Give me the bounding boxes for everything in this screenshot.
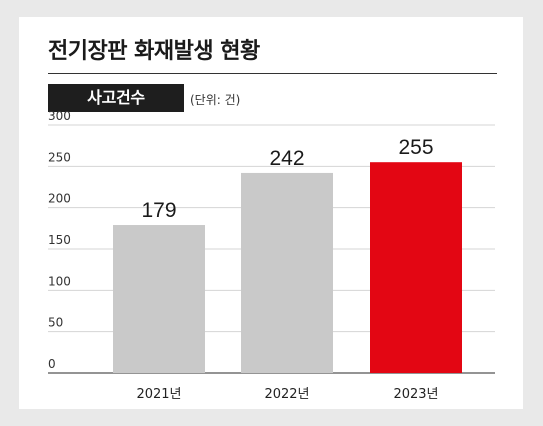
x-tick-label: 2021년	[136, 387, 181, 402]
bar	[370, 162, 462, 373]
data-label: 179	[141, 199, 176, 222]
y-tick-label: 100	[48, 274, 71, 288]
data-label: 242	[269, 147, 304, 170]
y-tick-label: 150	[48, 233, 71, 247]
y-tick-label: 200	[48, 192, 71, 206]
metric-badge: 사고건수	[48, 84, 184, 112]
bar-chart: 0 50 100 150 200 250 300 179 2021년 242 2022년 255 202…	[48, 109, 495, 402]
unit-label: (단위: 건)	[190, 93, 241, 107]
x-tick-label: 2023년	[393, 387, 438, 402]
y-tick-label: 250	[48, 150, 71, 164]
chart-card: 전기장판 화재발생 현황 사고건수 (단위: 건) 0 50 100 150 200 25…	[19, 17, 523, 409]
bar	[241, 172, 333, 373]
y-tick-label: 300	[48, 109, 71, 123]
data-label: 255	[398, 136, 433, 159]
x-tick-label: 2022년	[264, 387, 309, 402]
y-tick-label: 50	[48, 316, 63, 330]
title-divider	[48, 73, 497, 74]
y-tick-label: 0	[48, 357, 56, 371]
chart-title: 전기장판 화재발생 현황	[48, 39, 260, 64]
bar	[113, 225, 205, 373]
